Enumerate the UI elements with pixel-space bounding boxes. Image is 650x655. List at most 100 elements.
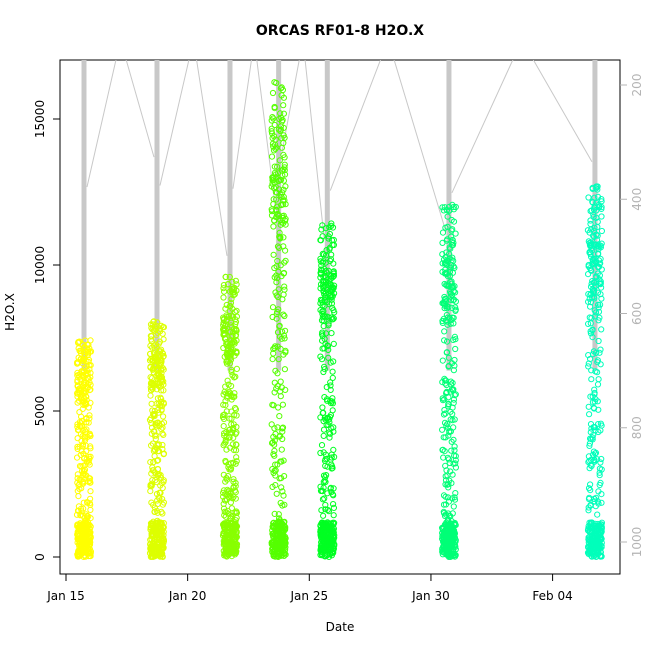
data-point (155, 551, 162, 558)
data-point (277, 110, 284, 117)
data-point (154, 509, 161, 516)
data-point (318, 507, 325, 514)
data-point (74, 359, 81, 366)
data-point (589, 351, 597, 358)
data-point (279, 328, 286, 335)
data-point (276, 413, 283, 420)
data-point (228, 382, 235, 390)
data-point (83, 415, 90, 422)
data-point (591, 386, 598, 393)
data-point (329, 368, 336, 375)
data-point (588, 226, 595, 233)
data-point (151, 508, 158, 515)
y2-tick-label: 1000 (630, 527, 644, 558)
data-point (151, 346, 159, 353)
data-point (153, 380, 161, 387)
data-point (222, 457, 229, 465)
data-point (282, 526, 289, 533)
data-point (80, 499, 87, 506)
data-point (442, 493, 449, 500)
data-point (222, 497, 229, 504)
data-point (322, 451, 329, 458)
data-point (439, 551, 446, 558)
pressure-trace-RF01 (81, 60, 87, 371)
data-point (597, 361, 604, 368)
data-point (589, 260, 596, 267)
data-point (590, 233, 598, 240)
data-point (158, 395, 165, 402)
data-point (80, 478, 87, 485)
data-point (222, 273, 229, 281)
data-point (442, 462, 449, 469)
data-point (279, 428, 286, 435)
data-point (79, 405, 86, 412)
data-point (585, 271, 592, 278)
data-point (279, 401, 286, 408)
data-point (452, 336, 459, 343)
data-point (274, 329, 282, 336)
data-point (322, 340, 329, 347)
data-point (160, 353, 167, 360)
data-point (227, 356, 235, 363)
data-point (282, 349, 289, 356)
data-point (277, 176, 284, 183)
data-point (273, 292, 280, 299)
y2-tick-label: 200 (630, 74, 644, 97)
data-point (150, 544, 157, 551)
data-point (320, 287, 327, 295)
data-point (440, 501, 448, 508)
data-point (592, 368, 599, 375)
data-point (594, 456, 601, 463)
data-point (450, 399, 457, 407)
data-point (587, 217, 594, 224)
data-point (227, 515, 234, 522)
data-point (277, 126, 284, 133)
data-point (224, 507, 231, 514)
data-point (322, 501, 329, 509)
data-point (229, 541, 236, 548)
data-point (441, 419, 449, 426)
data-point (328, 520, 335, 527)
data-point (268, 212, 276, 219)
data-point (80, 544, 88, 551)
data-point (317, 521, 324, 529)
data-point (271, 344, 278, 352)
data-point (280, 102, 287, 109)
data-point (275, 356, 282, 363)
data-point (160, 413, 167, 420)
plot-frame (59, 59, 621, 575)
data-point (278, 552, 285, 559)
data-point (446, 314, 453, 321)
data-point (449, 523, 456, 530)
data-point (232, 316, 239, 323)
data-point (594, 232, 601, 239)
data-point (227, 499, 234, 506)
data-point (330, 545, 337, 553)
data-point (220, 319, 227, 326)
data-point (223, 390, 230, 397)
data-point (84, 433, 91, 440)
data-point (228, 324, 235, 331)
data-point (597, 278, 604, 285)
x-tick-label: Jan 15 (46, 589, 85, 603)
data-point (588, 376, 595, 383)
data-point (326, 416, 333, 423)
data-point (271, 447, 278, 454)
data-point (325, 422, 332, 429)
data-point (153, 490, 161, 498)
data-point (224, 377, 231, 384)
data-point (587, 299, 595, 306)
data-point (442, 380, 449, 387)
data-point (226, 313, 233, 320)
data-point (587, 330, 595, 337)
data-point (158, 346, 165, 353)
data-point (278, 167, 285, 174)
data-point (598, 553, 605, 560)
data-point (452, 490, 459, 497)
data-point (330, 534, 337, 541)
data-point (277, 234, 284, 241)
data-point (271, 103, 278, 111)
data-point (81, 356, 88, 363)
data-point (280, 132, 287, 139)
data-point (155, 540, 162, 547)
